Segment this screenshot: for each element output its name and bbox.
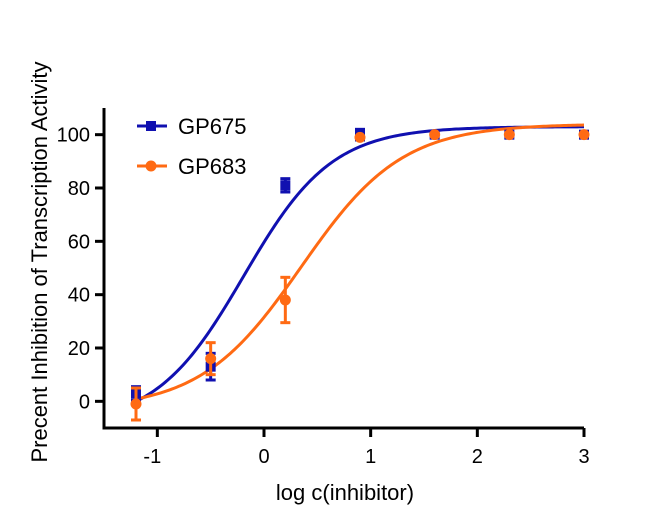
x-tick-label: 2 bbox=[472, 446, 483, 468]
circle-marker bbox=[503, 129, 515, 141]
legend-item-gp675: GP675 bbox=[137, 114, 247, 139]
circle-marker bbox=[130, 398, 142, 410]
x-tick-label: 0 bbox=[258, 446, 269, 468]
data-points bbox=[130, 127, 590, 422]
square-marker bbox=[280, 180, 291, 191]
y-tick-label: 20 bbox=[68, 338, 90, 360]
data-point-gp683 bbox=[503, 129, 515, 141]
data-point-gp683 bbox=[130, 386, 142, 422]
data-point-gp683 bbox=[354, 131, 366, 143]
circle-marker bbox=[429, 129, 441, 141]
axes bbox=[102, 108, 584, 430]
legend-item-gp683: GP683 bbox=[137, 154, 247, 179]
ticks: 0 20 40 60 80 100 -1 0 1 2 3 bbox=[57, 125, 590, 468]
legend-label: GP675 bbox=[178, 114, 247, 139]
data-point-gp675 bbox=[280, 177, 291, 194]
legend-circle-marker bbox=[145, 160, 157, 172]
y-tick-label: 40 bbox=[68, 285, 90, 307]
y-tick-label: 60 bbox=[68, 231, 90, 253]
circle-marker bbox=[354, 131, 366, 143]
y-tick-label: 80 bbox=[68, 178, 90, 200]
x-tick-label: 3 bbox=[578, 446, 589, 468]
data-point-gp683 bbox=[279, 275, 291, 325]
y-axis-title: Precent Inhibition of Transcription Acti… bbox=[27, 61, 52, 462]
legend-square-marker bbox=[146, 121, 156, 131]
circle-marker bbox=[279, 294, 291, 306]
x-tick-label: 1 bbox=[365, 446, 376, 468]
legend: GP675 GP683 bbox=[137, 114, 247, 179]
data-point-gp683 bbox=[578, 129, 590, 141]
data-point-gp683 bbox=[205, 341, 217, 377]
data-point-gp683 bbox=[429, 129, 441, 141]
x-tick-label: -1 bbox=[143, 446, 161, 468]
circle-marker bbox=[578, 129, 590, 141]
y-tick-label: 0 bbox=[79, 391, 90, 413]
x-axis-title: log c(inhibitor) bbox=[276, 480, 414, 505]
legend-label: GP683 bbox=[178, 154, 247, 179]
circle-marker bbox=[205, 353, 217, 365]
y-tick-label: 100 bbox=[57, 125, 90, 147]
